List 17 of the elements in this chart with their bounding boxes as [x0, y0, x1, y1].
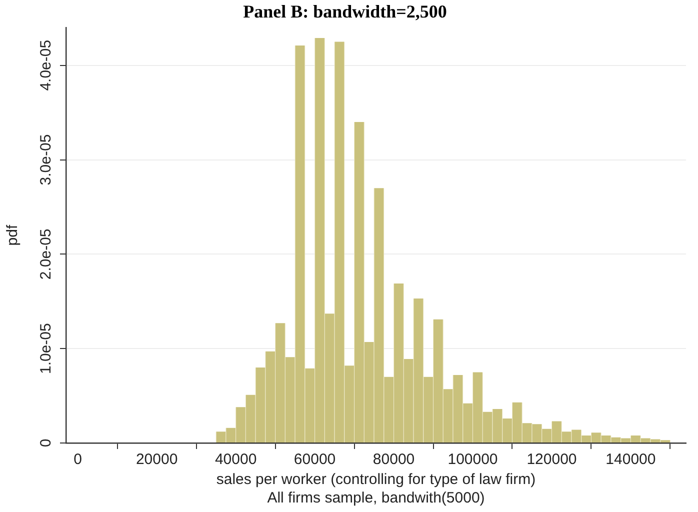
x-tick-label: 140000 — [606, 451, 656, 468]
x-tick-label: 120000 — [526, 451, 577, 468]
x-tick-label: 100000 — [448, 451, 498, 468]
y-tick-label: 3.0e-05 — [38, 134, 55, 186]
y-axis-title: pdf — [4, 224, 22, 246]
x-tick-label: 40000 — [214, 451, 257, 468]
x-tick-label: 0 — [74, 451, 82, 468]
y-tick-label: 2.0e-05 — [38, 228, 55, 280]
x-tick-label: 60000 — [294, 451, 336, 468]
x-tick-label: 20000 — [136, 451, 178, 468]
x-axis-title: sales per worker (controlling for type of law firm) — [216, 471, 536, 488]
x-tick-label: 80000 — [372, 451, 415, 468]
y-tick-label: 4.0e-05 — [38, 40, 55, 91]
text: All firms sample, bandwith(5000) — [267, 490, 485, 507]
y-tick-label: 0 — [38, 438, 55, 448]
y-tick-label: 1.0e-05 — [38, 323, 55, 374]
chart-title: Panel B: bandwidth=2,500 — [243, 1, 447, 22]
